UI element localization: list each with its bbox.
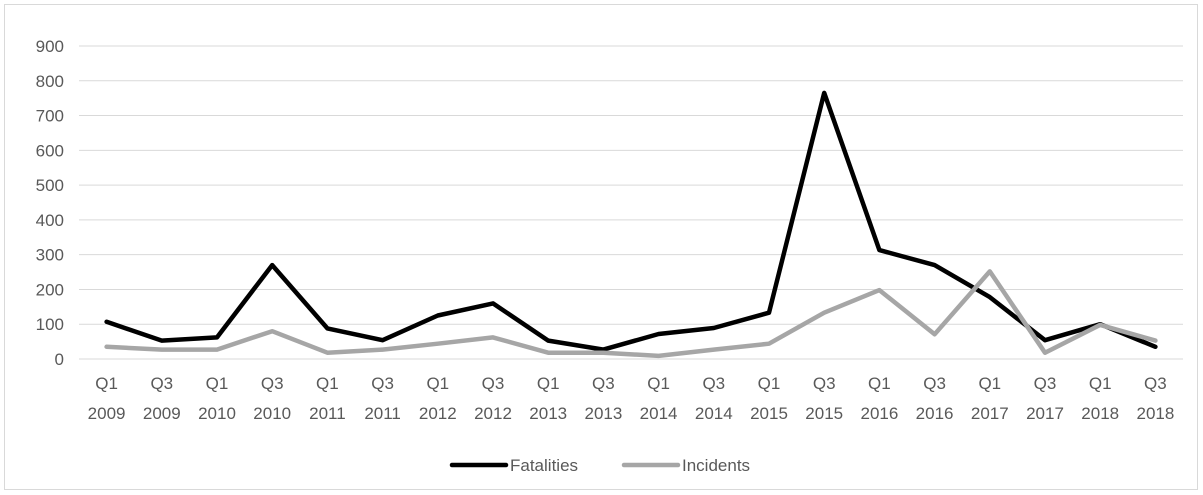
x-tick-label-quarter: Q1 <box>95 374 118 393</box>
x-tick-label-quarter: Q1 <box>868 374 891 393</box>
x-tick-label-quarter: Q1 <box>537 374 560 393</box>
x-tick-label-year: 2016 <box>860 404 898 423</box>
y-tick-label: 900 <box>36 37 64 56</box>
y-axis-labels: 0 100 200 300 400 500 600 700 800 900 <box>36 37 64 369</box>
x-tick-label-quarter: Q3 <box>482 374 505 393</box>
chart-frame <box>4 4 1198 490</box>
x-tick-label-quarter: Q3 <box>150 374 173 393</box>
x-tick-label-quarter: Q3 <box>702 374 725 393</box>
legend: Fatalities Incidents <box>449 456 750 475</box>
x-tick-label-year: 2009 <box>143 404 181 423</box>
y-tick-label: 200 <box>36 280 64 299</box>
x-tick-label-year: 2013 <box>584 404 622 423</box>
x-tick-label-year: 2011 <box>309 404 346 423</box>
x-tick-label-quarter: Q1 <box>316 374 339 393</box>
x-tick-label-quarter: Q3 <box>371 374 394 393</box>
x-tick-label-year: 2011 <box>364 404 401 423</box>
x-tick-label-year: 2013 <box>529 404 567 423</box>
x-tick-label-year: 2018 <box>1081 404 1119 423</box>
y-tick-label: 300 <box>36 246 64 265</box>
x-tick-label-quarter: Q3 <box>923 374 946 393</box>
x-tick-label-quarter: Q3 <box>1034 374 1057 393</box>
x-tick-label-year: 2018 <box>1136 404 1174 423</box>
x-tick-label-quarter: Q1 <box>206 374 229 393</box>
x-tick-label-quarter: Q1 <box>758 374 781 393</box>
x-tick-label-year: 2012 <box>419 404 457 423</box>
x-tick-label-year: 2014 <box>640 404 678 423</box>
x-tick-label-year: 2010 <box>253 404 291 423</box>
legend-label-fatalities: Fatalities <box>510 456 578 475</box>
y-tick-label: 100 <box>36 315 64 334</box>
y-tick-label: 500 <box>36 176 64 195</box>
x-tick-label-year: 2017 <box>1026 404 1064 423</box>
x-axis-labels: Q1 2009 Q3 2009 Q1 2010 Q3 2010 Q1 2011 Q3 2011 Q1 20… <box>88 374 1175 423</box>
x-tick-label-quarter: Q3 <box>813 374 836 393</box>
y-tick-label: 400 <box>36 211 64 230</box>
x-tick-label-quarter: Q3 <box>1144 374 1167 393</box>
x-tick-label-year: 2016 <box>916 404 954 423</box>
x-tick-label-year: 2015 <box>805 404 843 423</box>
x-tick-label-quarter: Q3 <box>592 374 615 393</box>
x-tick-label-quarter: Q1 <box>647 374 670 393</box>
series-line-fatalities <box>104 90 1158 352</box>
x-tick-label-quarter: Q3 <box>261 374 284 393</box>
y-tick-label: 0 <box>55 350 64 369</box>
x-tick-label-year: 2015 <box>750 404 788 423</box>
legend-label-incidents: Incidents <box>682 456 750 475</box>
gridlines <box>79 45 1183 360</box>
series-line-incidents <box>104 269 1158 359</box>
x-tick-label-year: 2014 <box>695 404 733 423</box>
x-tick-label-year: 2009 <box>88 404 126 423</box>
x-tick-label-quarter: Q1 <box>426 374 449 393</box>
series-lines <box>104 90 1158 359</box>
x-tick-label-quarter: Q1 <box>978 374 1001 393</box>
x-tick-label-year: 2010 <box>198 404 236 423</box>
y-tick-label: 800 <box>36 72 64 91</box>
y-tick-label: 700 <box>36 107 64 126</box>
x-tick-label-quarter: Q1 <box>1089 374 1112 393</box>
x-tick-label-year: 2017 <box>971 404 1009 423</box>
y-tick-label: 600 <box>36 141 64 160</box>
x-tick-label-year: 2012 <box>474 404 512 423</box>
